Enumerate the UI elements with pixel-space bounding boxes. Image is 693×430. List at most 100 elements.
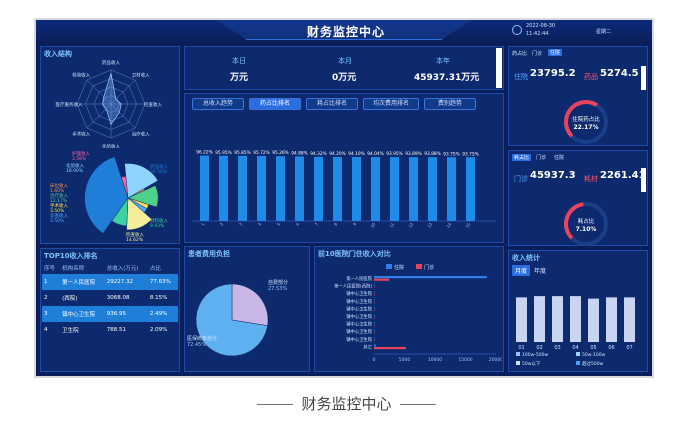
hospital-bar [374, 298, 375, 301]
legend-inpatient: 住院 [394, 264, 404, 271]
income-bar [588, 298, 599, 342]
income-category-label: 07 [626, 345, 632, 351]
row-pct: 2.09% [149, 327, 168, 333]
radar-label: 药品收入 [102, 59, 120, 66]
table-row[interactable]: 1 第一人民医院 29227.32 77.63% [42, 274, 178, 290]
drug-ratio-bar-chart: 96.22% 1 95.95% 2 95.85% 3 95.72% 4 95.26% 5 94.88… [192, 150, 496, 229]
ranking-value-label: 96.22% [196, 150, 212, 156]
income-tab-monthly[interactable]: 月度 [512, 265, 531, 276]
legend-swatch-inpatient [386, 264, 392, 269]
hospital-bar [374, 309, 375, 312]
ranking-bar [409, 157, 418, 221]
ratio2-value2: 2261.41 [600, 170, 646, 181]
cons-tab-ratio[interactable]: 耗占比 [512, 154, 532, 161]
ranking-bar [447, 157, 456, 221]
row-idx: 2 [44, 295, 48, 301]
hospital-label: 镇中心卫生院 [346, 328, 372, 335]
scrollbar[interactable] [496, 48, 502, 88]
rose-label-pct: 3.50% [50, 218, 65, 224]
hospital-bar [374, 321, 375, 324]
income-category-label: 04 [572, 345, 578, 351]
ranking-category-label: 8 [333, 221, 339, 226]
income-legend-label: 50w以下 [522, 361, 541, 367]
gauge-value: 22.17% [574, 124, 599, 131]
ranking-value-label: 93.75% [443, 151, 459, 157]
radar-label: 治疗收入 [132, 131, 150, 138]
hospital-bar [374, 316, 375, 319]
tab-drug-ratio-rank[interactable]: 药占比排名 [249, 98, 301, 110]
income-bar [516, 297, 527, 342]
ratio-tab-drug[interactable]: 药占比 [512, 51, 528, 57]
ranking-value-label: 94.20% [329, 151, 345, 157]
cons-tab-inpatient[interactable]: 住院 [554, 155, 565, 161]
ratio1-value2: 5274.5 [600, 68, 639, 79]
table-row[interactable]: 3 镇中心卫生院 936.95 2.49% [42, 306, 178, 322]
legend-swatch-outpatient [416, 264, 422, 269]
ranking-category-label: 14 [445, 221, 452, 228]
hospital-bar [374, 286, 375, 289]
hospital-bar [374, 336, 375, 339]
ranking-category-label: 2 [219, 221, 225, 226]
cost-pie-label-name: 医保统筹部分 [187, 335, 217, 342]
scrollbar[interactable] [641, 168, 646, 192]
hospital-bar [374, 293, 375, 296]
row-value: 3068.08 [106, 295, 130, 301]
cons-tab-outpatient[interactable]: 门诊 [536, 155, 547, 161]
radar-label: 手术收入 [72, 131, 90, 138]
ratio-tab-outpatient[interactable]: 门诊 [532, 51, 543, 57]
table-row[interactable]: 2 (西院) 3068.08 8.15% [42, 290, 178, 306]
table-row[interactable]: 4 卫生院 788.51 2.09% [42, 322, 178, 338]
income-legend-swatch [576, 352, 580, 356]
tab-total-income-trend[interactable]: 总收入趋势 [192, 98, 244, 110]
radar-axis [86, 103, 112, 129]
rose-label-name: 材料收入 [150, 217, 168, 224]
income-tab-yearly[interactable]: 年度 [534, 268, 547, 275]
income-legend-label: 100w-500w [522, 352, 548, 358]
radar-label: 医疗服务收入 [56, 101, 83, 108]
gauge-value: 7.10% [576, 226, 597, 233]
ranking-category-label: 3 [238, 221, 244, 226]
rose-label-name: 床位收入 [50, 182, 68, 189]
row-name: (西院) [62, 296, 78, 302]
header-pct: 占比 [149, 266, 161, 272]
hospital-bar [374, 331, 375, 334]
radar-label: 卫材收入 [132, 71, 150, 78]
ranking-bar [257, 155, 266, 221]
income-bar [624, 297, 635, 342]
ratio-tab-inpatient[interactable]: 住院 [548, 49, 563, 56]
hospital-label: 镇中心卫生院 [346, 298, 372, 305]
title-decoration [216, 20, 472, 40]
scrollbar[interactable] [641, 66, 646, 90]
hospital-bar [374, 324, 375, 327]
ranking-value-label: 93.95% [386, 151, 402, 157]
date-text: 2022-08-30 [526, 23, 556, 29]
rose-slice [84, 156, 129, 234]
rose-slice [127, 185, 159, 208]
ranking-category-label: 15 [464, 221, 471, 228]
caption-text: 财务监控中心 [301, 395, 392, 413]
hospital-label: 镇中心卫生院 [346, 321, 372, 328]
tab-consumable-ratio-rank[interactable]: 耗占比排名 [306, 98, 358, 110]
cost-pie-slice [195, 283, 268, 357]
hospital-tick: 10000 [428, 357, 442, 363]
radar-axis [86, 79, 112, 105]
top-bar [36, 20, 652, 42]
ranking-bar [295, 156, 304, 221]
rose-label-name: 诊查收入 [50, 212, 68, 219]
caption-line-right [399, 404, 436, 405]
income-bar [606, 297, 617, 342]
kpi-month-value: 0万元 [332, 73, 357, 83]
hospital-bar [374, 306, 375, 309]
rose-label-name: 手术收入 [50, 202, 68, 209]
tab-fee-type-trend[interactable]: 费别趋势 [424, 98, 476, 110]
hospital-tick: 15000 [458, 357, 472, 363]
top10-title: TOP10收入排名 [44, 252, 98, 260]
tab-avg-cost-rank[interactable]: 均次费用排名 [363, 98, 419, 110]
income-legend-label: 50w-100w [582, 352, 606, 358]
row-value: 29227.32 [104, 274, 148, 290]
hospital-bar [374, 347, 406, 350]
ranking-category-label: 10 [369, 221, 376, 228]
